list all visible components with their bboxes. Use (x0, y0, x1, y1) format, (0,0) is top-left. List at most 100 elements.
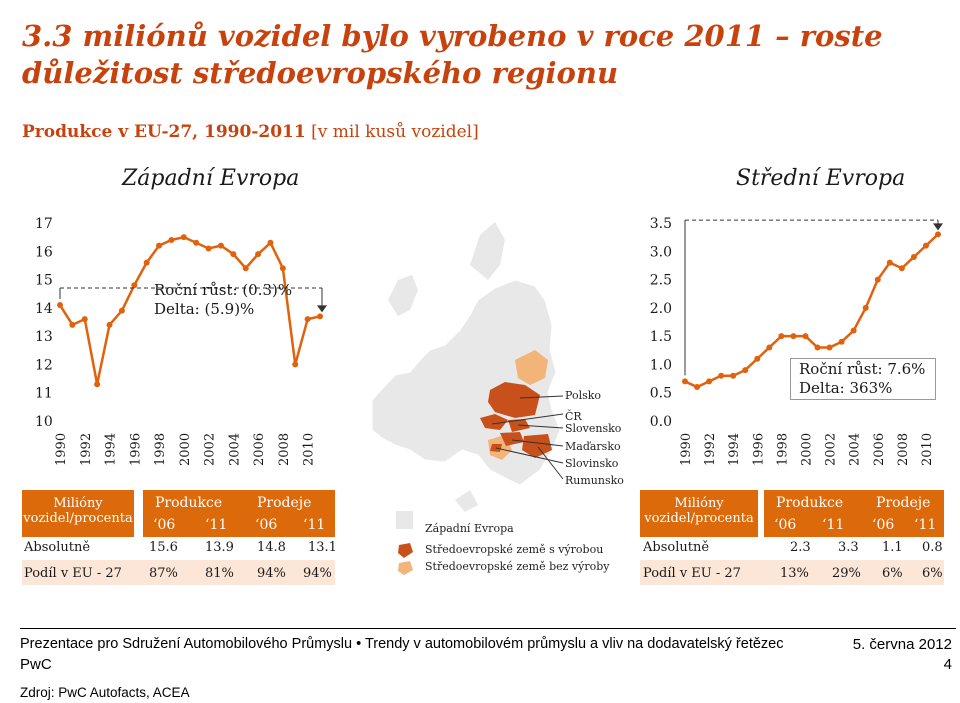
data-point (57, 302, 63, 309)
x-tick-label: 2010 (302, 433, 317, 466)
footer-company: PwC (20, 656, 52, 673)
table-west-label-header: Milióny vozidel/procenta (22, 490, 134, 537)
data-point (230, 251, 237, 258)
central-growth-annotation: Roční růst: 7.6% Delta: 363% (790, 358, 936, 400)
data-point (292, 361, 299, 368)
x-tick-label: 2000 (178, 433, 193, 466)
data-point (778, 333, 785, 340)
data-point (802, 333, 809, 340)
x-tick-label: 2006 (252, 433, 267, 466)
data-point (730, 372, 737, 379)
table-cell: 3.3 (838, 540, 859, 555)
x-tick-label: 1994 (727, 433, 742, 466)
x-tick-label: 1990 (54, 433, 69, 466)
data-point (935, 231, 941, 238)
map-leader-line (491, 413, 564, 425)
data-point (255, 251, 262, 258)
table-cell: 0.8 (922, 540, 943, 555)
map-leader-line (519, 395, 564, 399)
x-tick-label: 1992 (703, 433, 718, 466)
table-central-label-header: Milióny vozidel/procenta (640, 490, 758, 537)
data-point (682, 378, 688, 385)
y-tick-label: 13 (35, 329, 53, 345)
y-tick-label: 14 (35, 301, 53, 317)
table-row (640, 560, 944, 585)
map-label-slovenia: Slovinsko (565, 457, 619, 470)
y-tick-label: 0.0 (650, 414, 672, 430)
table-cell: 94% (303, 566, 332, 581)
map-hungary (500, 432, 524, 446)
table-cell: 1.1 (882, 540, 903, 555)
page-title: 3.3 miliónů vozidel bylo vyrobeno v roce… (22, 19, 883, 90)
x-tick-label: 2006 (872, 433, 887, 466)
x-tick-label: 2008 (277, 433, 292, 466)
map-leader-line (495, 447, 564, 464)
table-cell: 87% (149, 566, 178, 581)
map-label-romania: Rumunsko (565, 474, 624, 487)
section-west-title: Západní Evropa (122, 166, 300, 191)
x-tick-label: 2002 (203, 433, 218, 466)
legend-central-nonproducing-label: Středoevropské země bez výroby (425, 560, 610, 573)
map-leader-line (517, 424, 564, 429)
footer-presentation-title: Prezentace pro Sdružení Automobilového P… (20, 636, 784, 652)
table-cell: 2.3 (790, 540, 811, 555)
data-point (180, 234, 187, 241)
legend-west-label: Západní Evropa (425, 522, 514, 535)
x-tick-label: 1998 (775, 433, 790, 466)
data-point (814, 344, 821, 351)
data-point (718, 372, 725, 379)
y-tick-label: 2.5 (650, 273, 672, 289)
y-tick-label: 0.5 (650, 386, 672, 402)
table-cell: 14.8 (257, 540, 286, 555)
data-point (118, 307, 125, 314)
x-tick-label: 2000 (799, 433, 814, 466)
map-czech (480, 414, 508, 430)
legend-central-producing-swatch (398, 543, 413, 558)
x-tick-label: 1994 (104, 433, 119, 466)
table-cell: 15.6 (149, 540, 178, 555)
section-central-title: Střední Evropa (736, 166, 906, 191)
legend-west-swatch (396, 511, 413, 529)
table-cell: 6% (922, 566, 943, 581)
table-cell: 29% (832, 566, 861, 581)
data-point (317, 313, 323, 320)
x-tick-label: 1996 (128, 433, 143, 466)
central-chart: 0.0 0.5 1.0 1.5 2.0 2.5 3.0 3.5 1990 1992 1994 1996… (650, 216, 941, 466)
y-tick-label: 15 (35, 273, 53, 289)
arrow-head (933, 223, 943, 231)
data-point (742, 367, 749, 374)
table-west-row-label: Absolutně (24, 540, 91, 555)
table-west-values-header: Produkce Prodeje ‘06 ‘11 ‘06 ‘11 (143, 490, 335, 537)
data-point (694, 384, 701, 391)
data-point (193, 239, 200, 246)
map-legend (396, 511, 413, 575)
data-point (910, 253, 917, 260)
y-tick-label: 3.5 (650, 216, 672, 232)
y-tick-label: 17 (35, 216, 53, 232)
data-point (94, 381, 101, 388)
footer-divider (20, 628, 956, 629)
data-point (766, 344, 773, 351)
x-tick-label: 1990 (679, 433, 694, 466)
data-point (826, 344, 833, 351)
arrow-head (317, 305, 327, 313)
table-cell: 81% (205, 566, 234, 581)
data-point (838, 338, 845, 345)
data-point (205, 245, 212, 252)
y-tick-label: 11 (35, 386, 53, 402)
map-label-poland: Polsko (565, 389, 602, 402)
x-tick-label: 2010 (920, 433, 935, 466)
table-cell: 6% (882, 566, 903, 581)
data-point (874, 276, 881, 283)
table-cell: 13% (780, 566, 809, 581)
data-point (81, 316, 88, 323)
y-tick-label: 16 (35, 244, 53, 260)
map-baltics (515, 350, 548, 385)
chart-subtitle: Produkce v EU-27, 1990-2011 [v mil kusů … (22, 122, 479, 142)
series-line (58, 235, 321, 385)
data-point (862, 304, 869, 311)
data-point (754, 355, 761, 362)
footer-source: Zdroj: PwC Autofacts, ACEA (20, 685, 190, 700)
table-west-row-label: Podíl v EU - 27 (24, 566, 122, 581)
